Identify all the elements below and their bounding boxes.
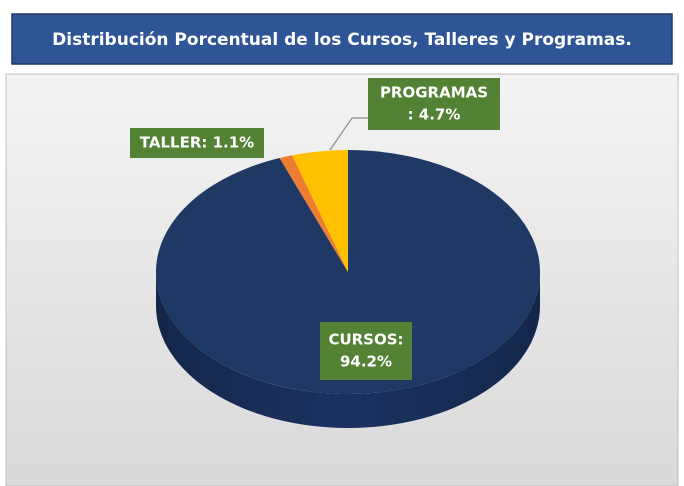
pie-side [156,272,540,428]
title-banner [11,13,673,65]
labels: CURSOS: 94.2% TALLER: 1.1% PROGRAMAS : 4.7% [130,78,500,380]
data-label-box [130,128,264,158]
pie-slice [279,155,348,272]
pie [155,150,540,428]
data-label-box [320,322,412,380]
data-label: CURSOS: [328,331,403,349]
data-label: : 4.7% [408,106,461,124]
data-label: TALLER: 1.1% [140,134,254,152]
data-label: PROGRAMAS [380,84,488,102]
data-label: 94.2% [340,353,392,371]
chart-title: Distribución Porcentual de los Cursos, T… [52,30,632,50]
data-label-box [368,78,500,130]
leader-line [329,117,368,151]
pie-slice [292,150,348,272]
